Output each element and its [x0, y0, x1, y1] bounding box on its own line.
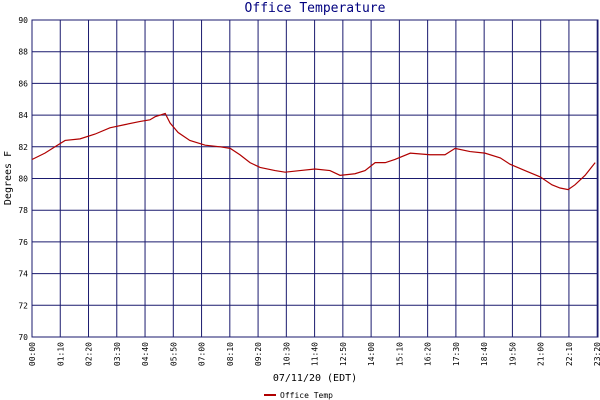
x-tick-label: 03:30: [113, 342, 122, 366]
x-tick-label: 17:30: [452, 342, 461, 366]
y-tick-label: 84: [18, 111, 28, 120]
x-tick-label: 09:20: [254, 342, 263, 366]
x-tick-label: 15:10: [395, 342, 404, 366]
y-tick-label: 74: [18, 270, 28, 279]
x-tick-label: 16:20: [424, 342, 433, 366]
x-tick-label: 23:20: [593, 342, 600, 366]
x-tick-label: 04:40: [141, 342, 150, 366]
x-axis-title: 07/11/20 (EDT): [273, 373, 357, 384]
plot-border: [31, 19, 599, 338]
x-tick-label: 02:20: [85, 342, 94, 366]
x-tick-label: 07:00: [198, 342, 207, 366]
x-tick-label: 01:10: [56, 342, 65, 366]
y-tick-label: 88: [18, 48, 28, 57]
y-tick-label: 70: [18, 333, 28, 342]
x-tick-label: 11:40: [311, 342, 320, 366]
y-tick-label: 82: [18, 143, 28, 152]
x-tick-label: 00:00: [28, 342, 37, 366]
y-tick-label: 80: [18, 175, 28, 184]
y-tick-label: 78: [18, 206, 28, 215]
y-tick-label: 72: [18, 301, 28, 310]
y-tick-label: 90: [18, 16, 28, 25]
y-tick-label: 76: [18, 238, 28, 247]
x-tick-label: 14:00: [367, 342, 376, 366]
y-tick-label: 86: [18, 79, 28, 88]
x-tick-label: 22:10: [565, 342, 574, 366]
x-tick-label: 21:00: [537, 342, 546, 366]
x-tick-label: 19:50: [508, 342, 517, 366]
x-tick-label: 12:50: [339, 342, 348, 366]
data-line: [31, 112, 596, 191]
chart-title: Office Temperature: [245, 1, 386, 16]
x-tick-label: 08:10: [226, 342, 235, 366]
x-tick-label: 10:30: [282, 342, 291, 366]
x-tick-label: 05:50: [169, 342, 178, 366]
y-axis-title: Degrees F: [3, 151, 14, 205]
x-tick-label: 18:40: [480, 342, 489, 366]
legend-label: Office Temp: [280, 391, 333, 400]
